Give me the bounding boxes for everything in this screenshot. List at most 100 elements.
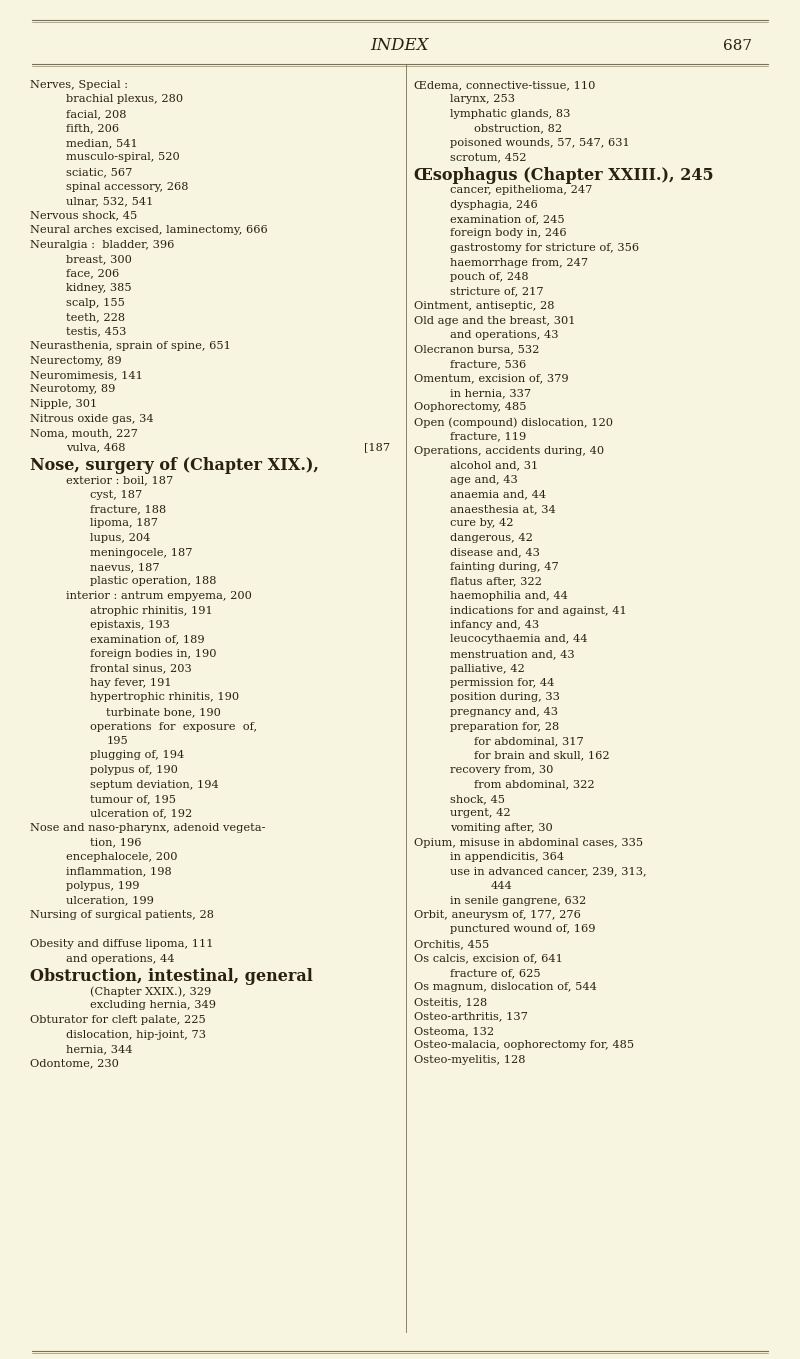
Text: Nerves, Special :: Nerves, Special : [30,80,128,90]
Text: tion, 196: tion, 196 [90,837,142,848]
Text: Old age and the breast, 301: Old age and the breast, 301 [414,315,576,326]
Text: pouch of, 248: pouch of, 248 [450,272,529,283]
Text: polypus, 199: polypus, 199 [66,881,140,892]
Text: Nose, surgery of (Chapter XIX.),: Nose, surgery of (Chapter XIX.), [30,457,319,474]
Text: haemophilia and, 44: haemophilia and, 44 [450,591,568,601]
Text: Osteo-malacia, oophorectomy for, 485: Osteo-malacia, oophorectomy for, 485 [414,1041,634,1051]
Text: median, 541: median, 541 [66,139,138,148]
Text: tumour of, 195: tumour of, 195 [90,794,176,805]
Text: pregnancy and, 43: pregnancy and, 43 [450,707,558,718]
Text: leucocythaemia and, 44: leucocythaemia and, 44 [450,635,588,644]
Text: exterior : boil, 187: exterior : boil, 187 [66,476,174,485]
Text: alcohol and, 31: alcohol and, 31 [450,461,538,470]
Text: Osteo-arthritis, 137: Osteo-arthritis, 137 [414,1011,528,1022]
Text: face, 206: face, 206 [66,269,120,279]
Text: recovery from, 30: recovery from, 30 [450,765,554,775]
Text: urgent, 42: urgent, 42 [450,809,511,818]
Text: anaemia and, 44: anaemia and, 44 [450,489,546,500]
Text: hernia, 344: hernia, 344 [66,1044,133,1055]
Text: stricture of, 217: stricture of, 217 [450,287,544,296]
Text: foreign body in, 246: foreign body in, 246 [450,228,567,238]
Text: Os calcis, excision of, 641: Os calcis, excision of, 641 [414,954,563,964]
Text: hypertrophic rhinitis, 190: hypertrophic rhinitis, 190 [90,693,239,703]
Text: polypus of, 190: polypus of, 190 [90,765,178,775]
Text: menstruation and, 43: menstruation and, 43 [450,650,575,659]
Text: Opium, misuse in abdominal cases, 335: Opium, misuse in abdominal cases, 335 [414,837,643,848]
Text: vomiting after, 30: vomiting after, 30 [450,824,553,833]
Text: cancer, epithelioma, 247: cancer, epithelioma, 247 [450,185,593,194]
Text: Odontome, 230: Odontome, 230 [30,1059,119,1068]
Text: inflammation, 198: inflammation, 198 [66,867,172,877]
Text: Noma, mouth, 227: Noma, mouth, 227 [30,428,138,438]
Text: shock, 45: shock, 45 [450,794,506,805]
Text: fracture, 536: fracture, 536 [450,359,526,370]
Text: Obesity and diffuse lipoma, 111: Obesity and diffuse lipoma, 111 [30,939,214,949]
Text: Nursing of surgical patients, 28: Nursing of surgical patients, 28 [30,911,214,920]
Text: teeth, 228: teeth, 228 [66,313,126,322]
Text: gastrostomy for stricture of, 356: gastrostomy for stricture of, 356 [450,243,639,253]
Text: in hernia, 337: in hernia, 337 [450,389,531,398]
Text: Osteoma, 132: Osteoma, 132 [414,1026,494,1036]
Text: Omentum, excision of, 379: Omentum, excision of, 379 [414,374,569,383]
Text: meningocele, 187: meningocele, 187 [90,548,193,557]
Text: scrotum, 452: scrotum, 452 [450,152,527,163]
Text: interior : antrum empyema, 200: interior : antrum empyema, 200 [66,591,252,601]
Text: anaesthesia at, 34: anaesthesia at, 34 [450,504,556,514]
Text: for abdominal, 317: for abdominal, 317 [474,737,584,746]
Text: vulva, 468: vulva, 468 [66,443,126,453]
Text: plastic operation, 188: plastic operation, 188 [90,576,217,587]
Text: fracture of, 625: fracture of, 625 [450,968,541,978]
Text: obstruction, 82: obstruction, 82 [474,124,562,133]
Text: Neurectomy, 89: Neurectomy, 89 [30,356,122,366]
Text: Orchitis, 455: Orchitis, 455 [414,939,490,949]
Text: ulceration, 199: ulceration, 199 [66,896,154,905]
Text: INDEX: INDEX [370,38,430,54]
Text: Oophorectomy, 485: Oophorectomy, 485 [414,402,527,413]
Text: Œsophagus (Chapter XXIII.), 245: Œsophagus (Chapter XXIII.), 245 [414,167,714,183]
Text: poisoned wounds, 57, 547, 631: poisoned wounds, 57, 547, 631 [450,139,630,148]
Text: palliative, 42: palliative, 42 [450,663,525,674]
Text: lupus, 204: lupus, 204 [90,533,150,544]
Text: and operations, 43: and operations, 43 [450,330,559,340]
Text: encephalocele, 200: encephalocele, 200 [66,852,178,862]
Text: brachial plexus, 280: brachial plexus, 280 [66,95,183,105]
Text: Neurasthenia, sprain of spine, 651: Neurasthenia, sprain of spine, 651 [30,341,231,351]
Text: Operations, accidents during, 40: Operations, accidents during, 40 [414,446,605,457]
Text: ulnar, 532, 541: ulnar, 532, 541 [66,196,154,207]
Text: Obturator for cleft palate, 225: Obturator for cleft palate, 225 [30,1015,206,1025]
Text: fracture, 188: fracture, 188 [90,504,166,514]
Text: age and, 43: age and, 43 [450,476,518,485]
Text: fainting during, 47: fainting during, 47 [450,563,559,572]
Text: breast, 300: breast, 300 [66,254,132,264]
Text: Nipple, 301: Nipple, 301 [30,400,98,409]
Text: Neuralgia :  bladder, 396: Neuralgia : bladder, 396 [30,239,174,250]
Text: turbinate bone, 190: turbinate bone, 190 [106,707,222,718]
Text: atrophic rhinitis, 191: atrophic rhinitis, 191 [90,606,213,616]
Text: cure by, 42: cure by, 42 [450,519,514,529]
Text: disease and, 43: disease and, 43 [450,548,540,557]
Text: lymphatic glands, 83: lymphatic glands, 83 [450,109,570,120]
Text: haemorrhage from, 247: haemorrhage from, 247 [450,257,589,268]
Text: examination of, 245: examination of, 245 [450,213,565,224]
Text: musculo-spiral, 520: musculo-spiral, 520 [66,152,180,163]
Text: use in advanced cancer, 239, 313,: use in advanced cancer, 239, 313, [450,867,647,877]
Text: [187: [187 [364,443,390,453]
Text: excluding hernia, 349: excluding hernia, 349 [90,1000,216,1011]
Text: fifth, 206: fifth, 206 [66,124,119,133]
Text: Œdema, connective-tissue, 110: Œdema, connective-tissue, 110 [414,80,596,90]
Text: Neuromimesis, 141: Neuromimesis, 141 [30,370,143,381]
Text: Obstruction, intestinal, general: Obstruction, intestinal, general [30,968,313,985]
Text: position during, 33: position during, 33 [450,693,560,703]
Text: foreign bodies in, 190: foreign bodies in, 190 [90,650,217,659]
Text: septum deviation, 194: septum deviation, 194 [90,780,219,790]
Text: dangerous, 42: dangerous, 42 [450,533,534,544]
Text: Orbit, aneurysm of, 177, 276: Orbit, aneurysm of, 177, 276 [414,911,582,920]
Text: spinal accessory, 268: spinal accessory, 268 [66,182,189,192]
Text: kidney, 385: kidney, 385 [66,283,132,294]
Text: dislocation, hip-joint, 73: dislocation, hip-joint, 73 [66,1030,206,1040]
Text: larynx, 253: larynx, 253 [450,95,515,105]
Text: 444: 444 [490,881,512,892]
Text: hay fever, 191: hay fever, 191 [90,678,172,688]
Text: lipoma, 187: lipoma, 187 [90,519,158,529]
Text: and operations, 44: and operations, 44 [66,954,175,964]
